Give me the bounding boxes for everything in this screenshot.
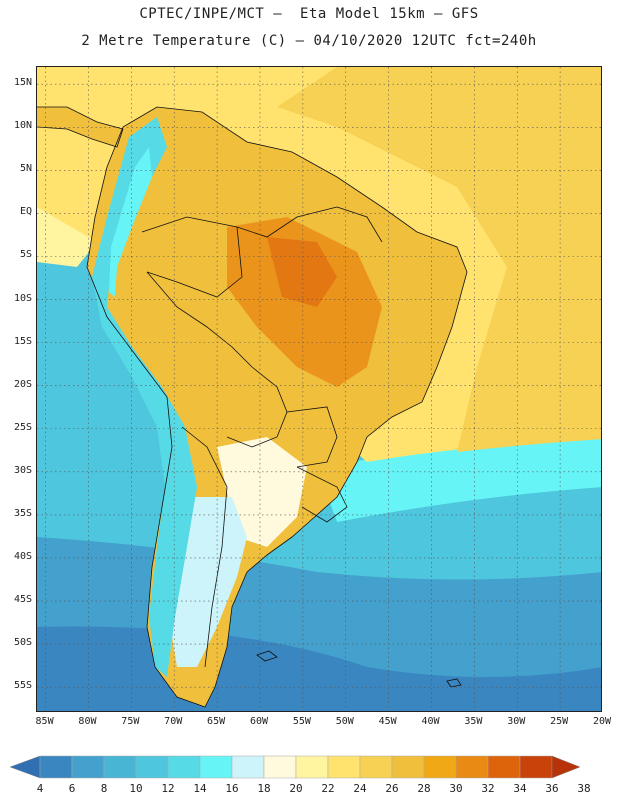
- colorbar-tick-label: 34: [513, 782, 527, 795]
- colorbar-segment: [391, 755, 425, 779]
- lon-tick-label: 80W: [78, 716, 97, 727]
- colorbar-segment: [135, 755, 169, 779]
- colorbar-tick-label: 6: [68, 782, 76, 795]
- colorbar-segment: [199, 755, 233, 779]
- map-title: CPTEC/INPE/MCT – Eta Model 15km – GFS: [139, 6, 479, 22]
- lon-tick-label: 85W: [35, 716, 54, 727]
- colorbar-tick-label: 30: [449, 782, 463, 795]
- colorbar-segment: [455, 755, 489, 779]
- colorbar-segment: [167, 755, 201, 779]
- falkland-islands: [256, 650, 278, 662]
- colorbar-segment: [263, 755, 297, 779]
- border-uruguay: [296, 466, 348, 523]
- colorbar-tick-label: 8: [100, 782, 108, 795]
- map-subtitle: 2 Metre Temperature (C) – 04/10/2020 12U…: [81, 33, 537, 49]
- islands: [256, 650, 462, 688]
- colorbar-max-arrow: [551, 755, 581, 779]
- colorbar-segment: [519, 755, 553, 779]
- hottest-interior-region: [267, 237, 337, 307]
- colorbar-tick-label: 26: [385, 782, 399, 795]
- lon-tick-label: 55W: [292, 716, 311, 727]
- lon-tick-label: 65W: [207, 716, 226, 727]
- border-guianas: [336, 206, 383, 243]
- colorbar-min-arrow: [10, 755, 41, 779]
- central-america-landmass: [37, 107, 123, 147]
- lat-tick-label: 15N: [13, 77, 32, 89]
- colorbar-segment: [39, 755, 73, 779]
- colorbar-segment: [359, 755, 393, 779]
- colorbar-tick-label: 20: [289, 782, 303, 795]
- warm-ocean-band: [317, 439, 601, 522]
- pacific-warm-patch: [37, 207, 97, 267]
- atlantic-warm-patch: [277, 67, 601, 452]
- lat-tick-label: 20S: [13, 378, 32, 390]
- colorbar-tick-label: 18: [257, 782, 271, 795]
- lon-tick-label: 45W: [378, 716, 397, 727]
- south-georgia: [446, 678, 462, 688]
- lat-tick-label: EQ: [19, 206, 32, 218]
- colorbar-tick-label: 10: [129, 782, 143, 795]
- lon-tick-label: 70W: [164, 716, 183, 727]
- colorbar-tick-label: 12: [161, 782, 175, 795]
- border-peru-brazil: [146, 271, 253, 368]
- lat-tick-label: 25S: [13, 421, 32, 433]
- lon-tick-label: 25W: [550, 716, 569, 727]
- border-bolivia: [226, 366, 288, 448]
- lat-tick-label: 45S: [13, 594, 32, 606]
- colorbar-tick-label: 36: [545, 782, 559, 795]
- colorbar-segment: [295, 755, 329, 779]
- temperature-field: [37, 67, 601, 711]
- lon-tick-label: 35W: [464, 716, 483, 727]
- lon-tick-label: 60W: [249, 716, 268, 727]
- lat-tick-label: 35S: [13, 507, 32, 519]
- colorbar-segment: [423, 755, 457, 779]
- lat-tick-label: 10S: [13, 292, 32, 304]
- lat-tick-label: 15S: [13, 335, 32, 347]
- coastline: [86, 106, 468, 708]
- northern-andes-cold: [109, 147, 152, 297]
- lat-tick-label: 30S: [13, 464, 32, 476]
- colorbar-tick-label: 28: [417, 782, 431, 795]
- map-canvas: [37, 67, 601, 711]
- lon-tick-label: 50W: [335, 716, 354, 727]
- colorbar-segment: [327, 755, 361, 779]
- colorbar-segment: [487, 755, 521, 779]
- colorbar-tick-label: 14: [193, 782, 207, 795]
- colorbar-segment: [231, 755, 265, 779]
- andes-cold-strip: [92, 117, 197, 677]
- colorbar-tick-label: 22: [321, 782, 335, 795]
- colorbar-tick-label: 4: [36, 782, 44, 795]
- temperature-map: [36, 66, 602, 712]
- colorbar-tick-label: 38: [577, 782, 591, 795]
- lat-tick-label: 55S: [13, 680, 32, 692]
- border-north: [141, 206, 338, 238]
- lon-tick-label: 30W: [507, 716, 526, 727]
- lon-tick-label: 75W: [121, 716, 140, 727]
- colorbar-tick-label: 24: [353, 782, 367, 795]
- colorbar-segment: [71, 755, 105, 779]
- colorbar-tick-label: 32: [481, 782, 495, 795]
- lat-tick-label: 40S: [13, 550, 32, 562]
- lon-tick-label: 20W: [592, 716, 612, 727]
- colorbar-segment: [103, 755, 137, 779]
- border-paraguay: [286, 406, 338, 468]
- lat-tick-label: 10N: [13, 120, 32, 132]
- central-america-coast: [37, 106, 124, 148]
- colorbar: [10, 755, 581, 779]
- country-borders: [37, 106, 468, 708]
- lat-tick-label: 5S: [19, 249, 32, 261]
- border-chile-argentina: [181, 426, 228, 668]
- colorbar-tick-label: 16: [225, 782, 239, 795]
- lon-tick-label: 40W: [421, 716, 440, 727]
- lat-tick-label: 50S: [13, 637, 32, 649]
- lat-tick-label: 5N: [19, 163, 32, 175]
